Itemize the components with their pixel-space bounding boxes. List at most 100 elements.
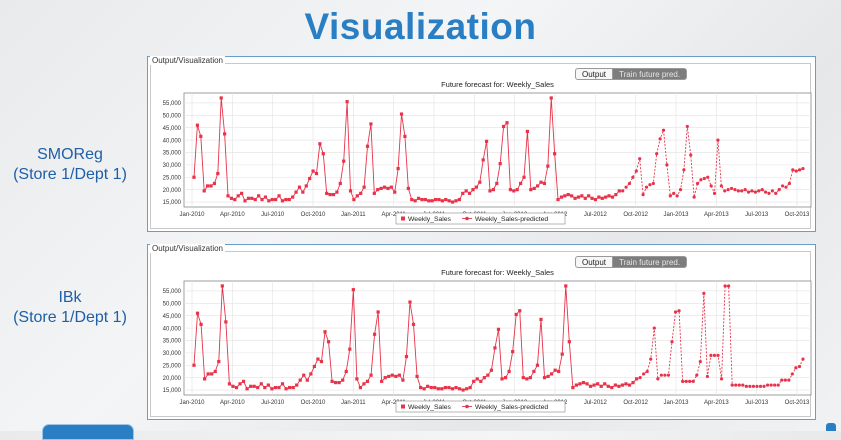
weekly-sales-point xyxy=(576,195,581,199)
weekly-sales-point xyxy=(447,199,451,203)
weekly-sales-point xyxy=(369,373,373,377)
weekly-sales-predicted-point xyxy=(776,383,780,387)
weekly-sales-point xyxy=(450,200,455,204)
x-tick-label: Oct-2012 xyxy=(623,400,648,406)
weekly-sales-point xyxy=(406,186,410,191)
weekly-sales-predicted-point xyxy=(787,378,791,382)
weekly-sales-point xyxy=(351,288,355,292)
weekly-sales-point xyxy=(549,96,553,100)
visualization-panel-ibk: Output/Visualization Output Train future… xyxy=(147,244,816,420)
weekly-sales-point xyxy=(298,378,302,382)
weekly-sales-predicted-point xyxy=(712,353,717,357)
weekly-sales-point xyxy=(203,377,207,381)
x-tick-label: Jan-2011 xyxy=(341,212,366,218)
weekly-sales-predicted-point xyxy=(770,189,774,193)
weekly-sales-predicted-point xyxy=(760,188,764,192)
weekly-sales-predicted-point xyxy=(744,384,748,388)
weekly-sales-predicted-point xyxy=(733,188,737,192)
corner-button[interactable] xyxy=(826,423,836,431)
weekly-sales-predicted-point xyxy=(663,373,667,377)
x-tick-label: Oct-2013 xyxy=(785,212,810,218)
weekly-sales-point xyxy=(284,387,288,391)
weekly-sales-predicted-point xyxy=(705,374,710,379)
weekly-sales-point xyxy=(234,385,239,390)
weekly-sales-point xyxy=(401,378,405,382)
weekly-sales-predicted-point xyxy=(624,185,628,189)
x-tick-label: Apr-2013 xyxy=(704,212,729,218)
weekly-sales-point xyxy=(433,197,438,202)
model-name: IBk xyxy=(58,289,82,306)
panel-title: Output/Visualization xyxy=(150,244,226,253)
weekly-sales-point xyxy=(610,195,615,199)
weekly-sales-predicted-point xyxy=(682,168,686,172)
weekly-sales-predicted-point xyxy=(755,384,759,388)
weekly-sales-point xyxy=(284,197,288,202)
weekly-sales-predicted-point xyxy=(691,379,695,383)
tab-bar: Output Train future pred. xyxy=(575,68,688,80)
x-tick-label: Jul-2010 xyxy=(261,400,285,406)
weekly-sales-predicted-point xyxy=(678,188,683,192)
y-tick-label: 45,000 xyxy=(163,126,182,132)
weekly-sales-point xyxy=(394,374,398,379)
weekly-sales-point xyxy=(471,188,475,192)
weekly-sales-point xyxy=(614,193,618,197)
weekly-sales-point xyxy=(223,132,227,136)
weekly-sales-point xyxy=(348,189,353,193)
weekly-sales-point xyxy=(505,121,509,125)
weekly-sales-predicted-point xyxy=(695,373,699,377)
weekly-sales-predicted-point xyxy=(638,376,642,380)
weekly-sales-point xyxy=(550,372,554,376)
tab-output[interactable]: Output xyxy=(575,256,614,268)
weekly-sales-predicted-point xyxy=(769,383,773,387)
tab-output[interactable]: Output xyxy=(575,68,614,80)
weekly-sales-point xyxy=(507,369,511,374)
weekly-sales-point xyxy=(522,175,526,179)
weekly-sales-predicted-point xyxy=(784,185,788,189)
weekly-sales-point xyxy=(599,384,603,388)
weekly-sales-point xyxy=(323,330,327,334)
weekly-sales-predicted-point xyxy=(801,357,805,361)
weekly-sales-point xyxy=(546,374,550,379)
weekly-sales-predicted-point xyxy=(716,353,720,357)
weekly-sales-predicted-point xyxy=(649,357,653,361)
weekly-sales-point xyxy=(302,373,306,377)
x-tick-label: Jan-2013 xyxy=(663,400,689,406)
weekly-sales-predicted-point xyxy=(801,166,805,171)
weekly-sales-point xyxy=(535,363,540,367)
weekly-sales-predicted-point xyxy=(634,169,638,173)
weekly-sales-point xyxy=(468,385,472,390)
weekly-sales-point xyxy=(212,181,217,186)
weekly-sales-predicted-point xyxy=(702,176,706,181)
weekly-sales-point xyxy=(314,171,319,176)
weekly-sales-point xyxy=(518,309,522,313)
weekly-sales-point xyxy=(355,194,359,198)
x-tick-label: Jul-2010 xyxy=(261,212,285,218)
weekly-sales-point xyxy=(277,385,281,390)
weekly-sales-point xyxy=(291,195,295,199)
weekly-sales-point xyxy=(335,190,339,194)
weekly-sales-point xyxy=(241,379,246,383)
chart-legend: Weekly_Sales Weekly_Sales-predicted xyxy=(395,400,566,413)
weekly-sales-point xyxy=(481,158,485,162)
weekly-sales-point xyxy=(321,152,325,156)
weekly-sales-predicted-point xyxy=(719,184,723,188)
weekly-sales-point xyxy=(546,164,550,168)
weekly-sales-predicted-point xyxy=(723,189,727,193)
weekly-sales-point xyxy=(566,193,570,197)
weekly-sales-point xyxy=(243,199,247,203)
weekly-sales-point xyxy=(429,385,433,390)
weekly-sales-point xyxy=(574,383,578,387)
weekly-sales-point xyxy=(250,196,254,200)
weekly-sales-point xyxy=(365,144,370,148)
x-tick-label: Oct-2010 xyxy=(301,212,326,218)
plot-area xyxy=(183,92,812,208)
weekly-sales-point xyxy=(488,189,492,193)
weekly-sales-predicted-point xyxy=(740,189,744,193)
nav-button[interactable] xyxy=(42,424,134,440)
weekly-sales-predicted-point xyxy=(794,366,798,370)
model-subtitle: (Store 1/Dept 1) xyxy=(13,166,127,183)
tab-train-future-pred[interactable]: Train future pred. xyxy=(613,68,688,80)
weekly-sales-point xyxy=(362,382,366,386)
weekly-sales-point xyxy=(344,369,348,374)
tab-train-future-pred[interactable]: Train future pred. xyxy=(613,256,688,268)
